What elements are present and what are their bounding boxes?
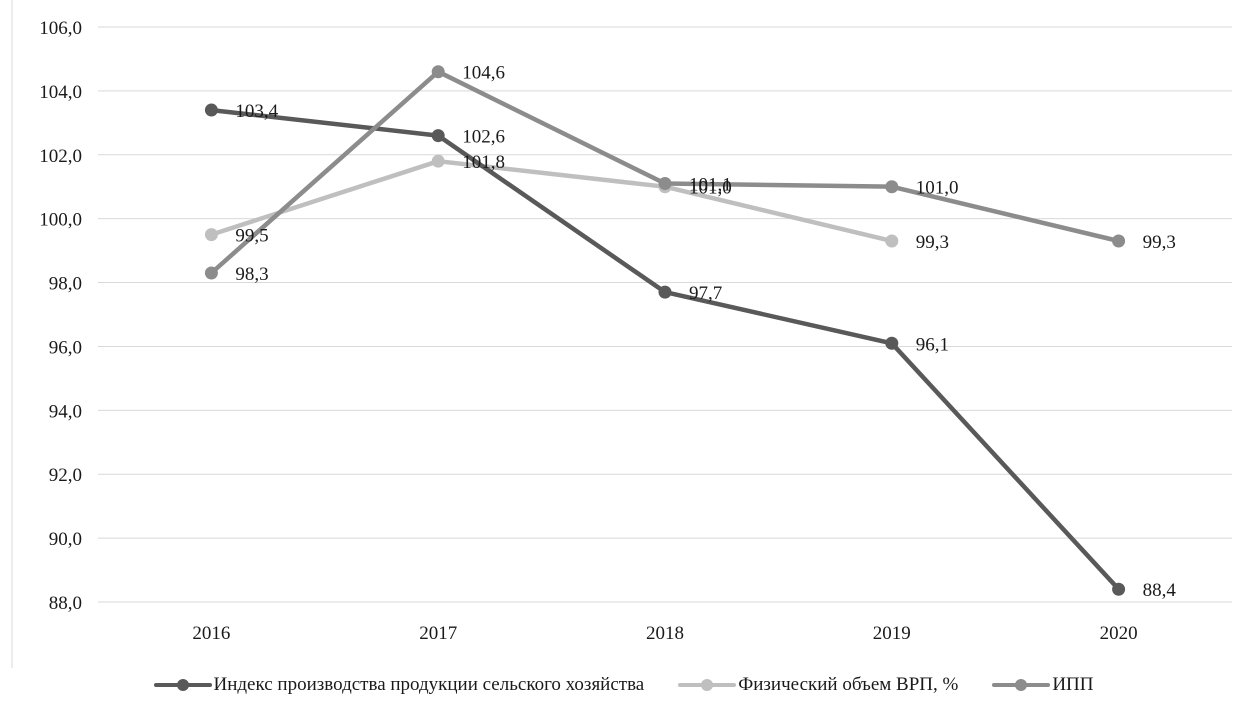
x-tick-label: 2020	[1100, 623, 1138, 644]
legend-label-ipp: ИПП	[1052, 674, 1094, 695]
data-label: 102,6	[462, 127, 505, 148]
y-tick-label: 106,0	[39, 18, 82, 39]
data-point	[1112, 234, 1126, 248]
x-tick-label: 2017	[419, 623, 457, 644]
data-label: 101,8	[462, 152, 505, 173]
data-labels: 99,5 101,8 101,0 99,3 103,4 102,6 97,7 96,1 88,4…	[235, 63, 1176, 602]
x-tick-label: 2016	[192, 623, 230, 644]
data-point	[1112, 582, 1126, 596]
data-label: 99,3	[1143, 232, 1176, 253]
data-label: 96,1	[916, 334, 949, 355]
data-point	[658, 285, 672, 299]
x-tick-label: 2018	[646, 623, 684, 644]
y-tick-label: 92,0	[49, 465, 82, 486]
data-point	[658, 177, 672, 191]
data-point	[204, 266, 218, 280]
y-tick-label: 90,0	[49, 529, 82, 550]
y-tick-label: 96,0	[49, 337, 82, 358]
series-lines	[204, 65, 1126, 596]
x-tick-label: 2019	[873, 623, 911, 644]
series-line	[209, 158, 895, 244]
legend-swatch-ipp	[992, 679, 1051, 691]
data-point	[204, 228, 218, 242]
y-tick-label: 94,0	[49, 401, 82, 422]
legend-item-agri-production: Индекс производства продукции сельского …	[153, 674, 645, 696]
series-2	[204, 65, 1126, 280]
data-label: 101,0	[689, 178, 732, 199]
series-line	[209, 69, 1121, 276]
legend-item-ipp: ИПП	[992, 674, 1094, 696]
y-tick-label: 98,0	[49, 274, 82, 295]
x-axis-tick-labels: 2016 2017 2018 2019 2020	[192, 623, 1137, 644]
data-label: 99,3	[916, 232, 949, 253]
data-point	[204, 103, 218, 117]
legend-label-agri-production: Индекс производства продукции сельского …	[213, 674, 645, 695]
legend: Индекс производства продукции сельского …	[0, 668, 1247, 702]
legend-swatch-agri-production	[153, 679, 212, 691]
y-tick-label: 88,0	[49, 593, 82, 614]
line-chart: 88,0 90,0 92,0 94,0 96,0 98,0 100,0 102,0 104,0 1…	[11, 0, 1232, 668]
y-tick-label: 102,0	[39, 146, 82, 167]
legend-item-grp-volume: Физический объем ВРП, %	[678, 674, 958, 696]
data-label: 101,1	[689, 175, 732, 196]
data-point	[885, 180, 899, 194]
series-0	[204, 103, 1126, 596]
data-label: 101,0	[916, 178, 959, 199]
data-point	[431, 129, 445, 143]
y-tick-label: 100,0	[39, 210, 82, 231]
data-point	[431, 65, 445, 79]
gridlines	[98, 26, 1232, 603]
data-label: 104,6	[462, 63, 505, 84]
data-label: 98,3	[235, 264, 268, 285]
data-point	[431, 154, 445, 168]
legend-label-grp-volume: Физический объем ВРП, %	[738, 674, 959, 695]
legend-swatch-grp-volume	[678, 679, 737, 691]
data-label: 97,7	[689, 283, 722, 304]
series-1	[204, 154, 899, 248]
data-point	[885, 336, 899, 350]
data-label: 88,4	[1143, 580, 1177, 601]
data-label: 103,4	[235, 101, 278, 122]
y-tick-label: 104,0	[39, 82, 82, 103]
y-axis-tick-labels: 88,0 90,0 92,0 94,0 96,0 98,0 100,0 102,0 104,0 1…	[39, 18, 82, 614]
data-point	[885, 234, 899, 248]
data-label: 99,5	[235, 226, 268, 247]
